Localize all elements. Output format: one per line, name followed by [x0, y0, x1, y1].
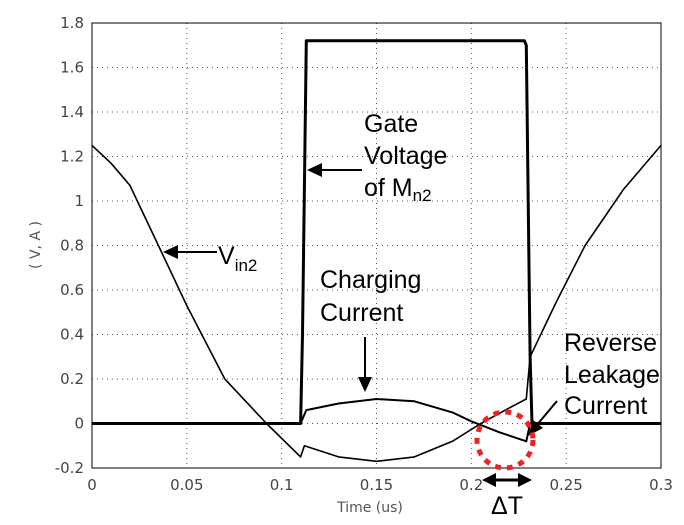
annotation-delta-t: ΔT — [482, 473, 532, 520]
y-tick-label: 0.2 — [60, 370, 84, 388]
y-tick-label: 0.6 — [60, 281, 84, 299]
x-tick-label: 0.3 — [649, 476, 673, 494]
series-line-3 — [92, 398, 661, 443]
x-tick-label: 0 — [87, 476, 97, 494]
charging-label-1: Charging — [320, 266, 421, 294]
reverse-arrowhead — [528, 420, 543, 436]
x-tick-label: 0.2 — [459, 476, 483, 494]
series-line-2 — [92, 39, 661, 425]
gate-label-1: Gate — [364, 110, 418, 138]
gate-arrowhead — [307, 163, 322, 177]
reverse-label-1: Reverse — [564, 329, 657, 357]
annotation-gate: Gate Voltage of Mn2 — [307, 110, 447, 205]
ticks: 0 0.05 0.1 0.15 0.2 0.25 0.3-0.200.20.40.60.81… — [55, 14, 673, 494]
x-tick-label: 0.1 — [270, 476, 294, 494]
vin2-label: Vin2 — [218, 242, 257, 275]
delta-arrowhead-left — [482, 473, 496, 487]
y-tick-label: 0.4 — [60, 326, 84, 344]
x-tick-label: 0.15 — [360, 476, 393, 494]
y-tick-label: 1.6 — [60, 59, 84, 77]
x-tick-label: 0.05 — [170, 476, 203, 494]
y-tick-label: 0 — [74, 415, 84, 433]
x-axis-label: Time (us) — [336, 500, 403, 516]
vin2-arrowhead — [163, 245, 178, 259]
reverse-label-3: Current — [564, 392, 647, 420]
series-line-1 — [91, 144, 662, 463]
gate-label-2: Voltage — [364, 142, 447, 170]
annotation-vin2: Vin2 — [163, 242, 257, 275]
delta-arrowhead-right — [518, 473, 532, 487]
reverse-label-2: Leakage — [564, 361, 660, 389]
y-tick-label: -0.2 — [55, 459, 84, 477]
charging-arrowhead — [358, 377, 372, 392]
y-tick-label: 1.4 — [60, 103, 84, 121]
series-lines — [91, 39, 662, 463]
annotation-reverse: Reverse Leakage Current — [528, 329, 660, 436]
charging-label-2: Current — [320, 299, 403, 327]
gate-label-3: of Mn2 — [364, 174, 432, 205]
x-tick-label: 0.25 — [549, 476, 582, 494]
y-axis-label: ( V, A ) — [28, 221, 44, 269]
delta-t-label: ΔT — [491, 492, 523, 520]
highlight-circle — [474, 409, 536, 471]
y-tick-label: 0.8 — [60, 237, 84, 255]
grid — [92, 23, 661, 468]
y-tick-label: 1 — [74, 192, 84, 210]
y-tick-label: 1.2 — [60, 148, 84, 166]
reverse-arrow — [535, 400, 558, 427]
plot-frame — [91, 22, 662, 469]
y-tick-label: 1.8 — [60, 14, 84, 32]
annotation-charging: Charging Current — [320, 266, 421, 392]
